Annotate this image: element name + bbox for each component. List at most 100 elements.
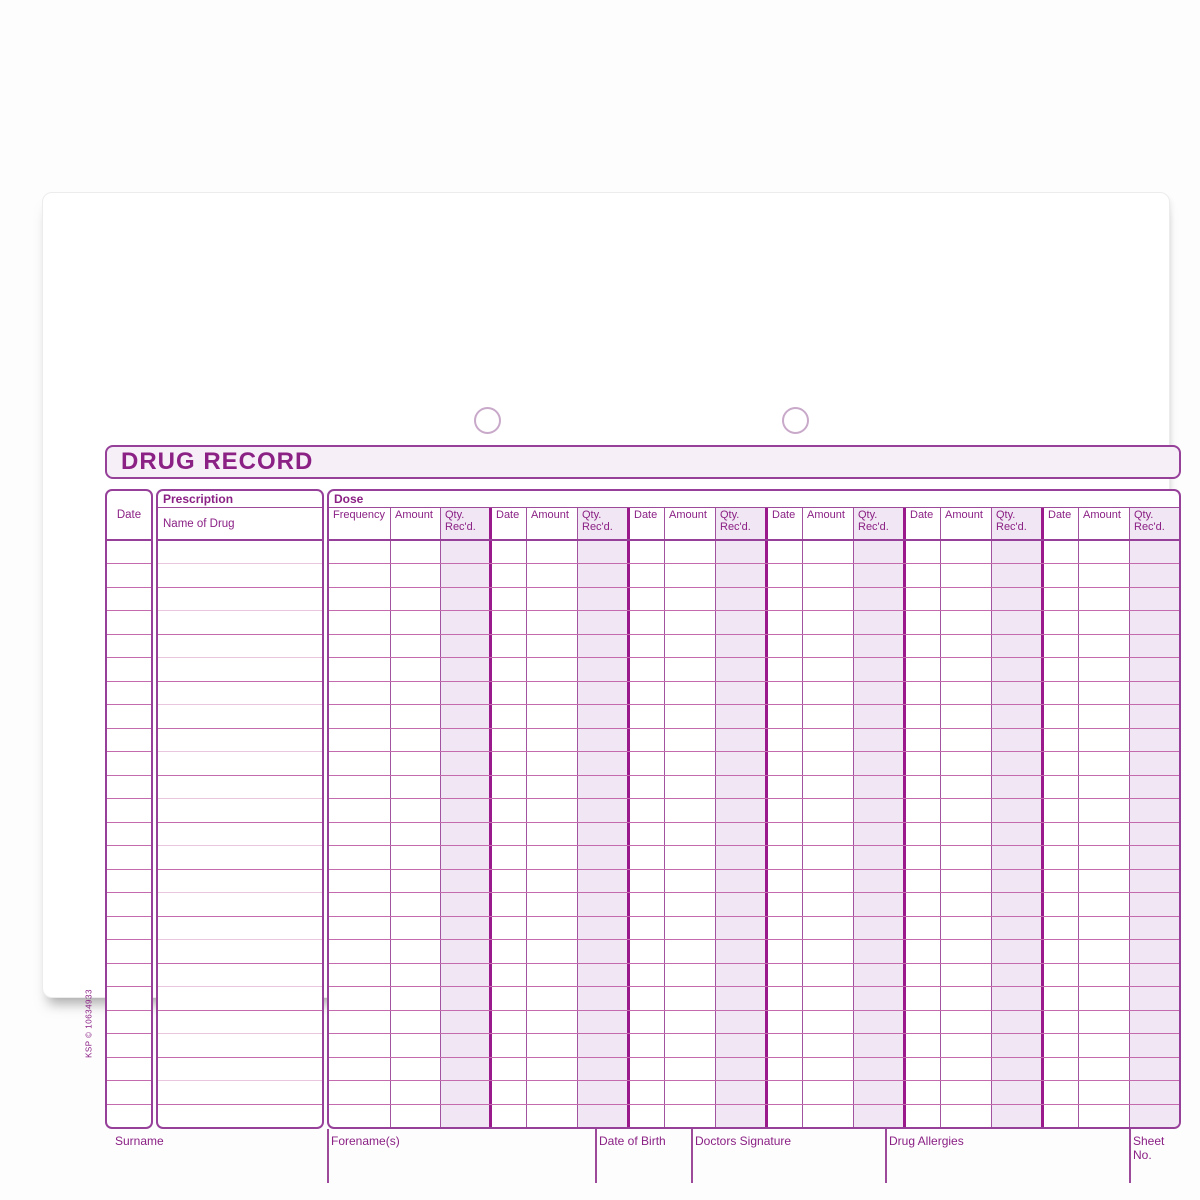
table-row xyxy=(329,799,1179,823)
entry-cell xyxy=(1079,846,1130,869)
entry-cell xyxy=(527,1010,578,1034)
entry-cell xyxy=(1130,564,1179,587)
column-header-label: Amount xyxy=(1083,509,1121,521)
entry-cell xyxy=(765,728,803,752)
entry-cell xyxy=(992,916,1041,940)
entry-cell xyxy=(765,752,803,775)
column-header-label: Qty. Rec'd. xyxy=(582,509,613,533)
entry-cell xyxy=(391,916,441,940)
column-header-cell: Qty. Rec'd. xyxy=(854,508,903,539)
entry-cell xyxy=(803,822,854,846)
punch-hole-right xyxy=(782,407,809,434)
table-row xyxy=(329,963,1179,988)
entry-cell xyxy=(803,1104,854,1127)
entry-cell xyxy=(578,752,627,775)
entry-cell xyxy=(1079,1057,1130,1081)
footer-divider xyxy=(595,1129,597,1183)
table-row xyxy=(107,1011,151,1035)
entry-cell xyxy=(665,541,716,564)
entry-cell xyxy=(527,634,578,658)
entry-cell xyxy=(1041,869,1079,893)
entry-cell xyxy=(441,1034,489,1057)
entry-cell xyxy=(527,940,578,963)
entry-cell xyxy=(391,775,441,799)
entry-cell xyxy=(527,916,578,940)
table-row xyxy=(158,1011,322,1035)
table-row xyxy=(158,588,322,612)
entry-cell xyxy=(627,963,665,987)
entry-cell xyxy=(665,1057,716,1081)
entry-cell xyxy=(854,916,903,940)
entry-cell xyxy=(489,1057,527,1081)
entry-cell xyxy=(578,705,627,728)
entry-cell xyxy=(854,541,903,564)
entry-cell xyxy=(391,1034,441,1057)
entry-cell xyxy=(527,1081,578,1104)
print-code: KSP © 10634933 xyxy=(84,989,94,1058)
column-header-label: Date xyxy=(910,509,934,521)
entry-cell xyxy=(391,1081,441,1104)
entry-cell xyxy=(1041,822,1079,846)
entry-cell xyxy=(489,752,527,775)
entry-cell xyxy=(578,728,627,752)
column-header-label: Date xyxy=(1048,509,1072,521)
entry-cell xyxy=(391,799,441,822)
entry-cell xyxy=(854,564,903,587)
entry-cell xyxy=(716,541,765,564)
entry-cell xyxy=(578,1057,627,1081)
entry-cell xyxy=(489,916,527,940)
entry-cell xyxy=(803,1057,854,1081)
entry-cell xyxy=(329,822,391,846)
entry-cell xyxy=(1079,1010,1130,1034)
entry-cell xyxy=(1079,940,1130,963)
entry-cell xyxy=(765,1034,803,1057)
entry-cell xyxy=(803,846,854,869)
entry-cell xyxy=(765,681,803,705)
table-row xyxy=(158,1058,322,1082)
entry-cell xyxy=(941,541,992,564)
table-row xyxy=(329,775,1179,800)
entry-cell xyxy=(578,1081,627,1104)
column-header-cell: Qty. Rec'd. xyxy=(578,508,627,539)
entry-cell xyxy=(391,752,441,775)
entry-cell xyxy=(854,822,903,846)
table-row xyxy=(107,658,151,682)
entry-cell xyxy=(1130,775,1179,799)
column-header-label: Qty. Rec'd. xyxy=(1134,509,1165,533)
entry-cell xyxy=(854,658,903,681)
entry-cell xyxy=(903,705,941,728)
column-header-label: Qty. Rec'd. xyxy=(996,509,1027,533)
entry-cell xyxy=(903,681,941,705)
entry-cell xyxy=(627,658,665,681)
table-row xyxy=(107,682,151,706)
entry-cell xyxy=(765,705,803,728)
entry-cell xyxy=(665,1104,716,1127)
entry-cell xyxy=(1041,987,1079,1010)
entry-cell xyxy=(391,728,441,752)
entry-cell xyxy=(941,916,992,940)
entry-cell xyxy=(1041,1104,1079,1127)
entry-cell xyxy=(1130,658,1179,681)
entry-cell xyxy=(1130,799,1179,822)
entry-cell xyxy=(391,681,441,705)
entry-cell xyxy=(1079,893,1130,916)
entry-cell xyxy=(854,1057,903,1081)
entry-cell xyxy=(441,893,489,916)
entry-cell xyxy=(765,869,803,893)
table-row xyxy=(158,776,322,800)
entry-cell xyxy=(716,775,765,799)
entry-cell xyxy=(627,799,665,822)
entry-cell xyxy=(1079,541,1130,564)
entry-cell xyxy=(716,1010,765,1034)
entry-cell xyxy=(716,564,765,587)
entry-cell xyxy=(391,634,441,658)
entry-cell xyxy=(1130,1057,1179,1081)
column-header-cell: Amount xyxy=(391,508,441,539)
entry-cell xyxy=(441,541,489,564)
entry-cell xyxy=(941,564,992,587)
entry-cell xyxy=(527,681,578,705)
table-row xyxy=(329,587,1179,612)
table-row xyxy=(158,917,322,941)
entry-cell xyxy=(578,822,627,846)
entry-cell xyxy=(803,541,854,564)
